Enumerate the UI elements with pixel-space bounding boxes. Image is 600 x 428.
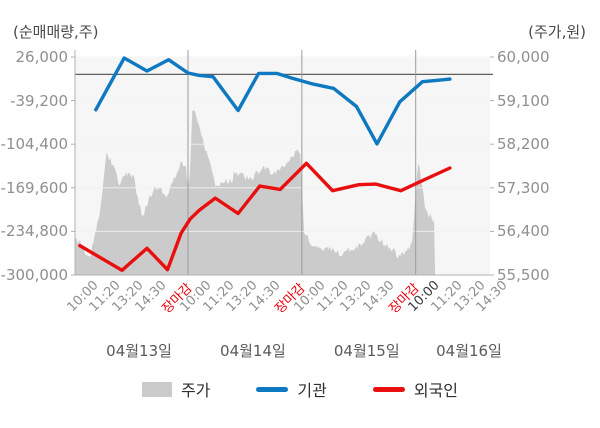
left-axis-tick-label: -104,400 xyxy=(0,135,68,154)
day-label: 04월16일 xyxy=(436,342,502,360)
day-label: 04월14일 xyxy=(220,342,286,360)
day-label: 04월13일 xyxy=(106,342,172,360)
right-axis-ticks: 60,000 59,100 58,200 57,300 56,400 55,500 xyxy=(497,0,597,300)
legend-label-foreigners: 외국인 xyxy=(413,381,459,400)
left-axis-tick-label: 26,000 xyxy=(15,48,69,66)
institutions-line-swatch xyxy=(256,386,289,392)
legend-item-foreigners: 외국인 xyxy=(372,377,459,401)
left-axis-tick-label: -39,200 xyxy=(10,91,68,110)
left-axis-title: (순매매량,주) xyxy=(13,23,99,41)
legend-item-institutions: 기관 xyxy=(256,377,327,401)
price-area-swatch xyxy=(141,381,172,397)
left-axis-ticks: 26,000 -39,200 -104,400 -169,600 -234,800 -30… xyxy=(0,0,68,300)
legend-label-institutions: 기관 xyxy=(297,381,327,400)
day-label: 04월15일 xyxy=(333,342,400,360)
foreigners-line-swatch xyxy=(372,386,405,392)
right-axis-title: (주가,원) xyxy=(528,23,586,41)
legend-item-price: 주가 xyxy=(141,377,211,401)
right-axis-tick-label: 55,500 xyxy=(497,266,550,284)
left-axis-tick-label: -300,000 xyxy=(0,266,68,284)
legend: 주가 기관 외국인 xyxy=(0,377,600,401)
legend-label-price: 주가 xyxy=(180,381,211,400)
right-axis-tick-label: 57,300 xyxy=(497,178,550,197)
left-axis-tick-label: -169,600 xyxy=(0,178,68,197)
right-axis-tick-label: 60,000 xyxy=(497,48,550,66)
right-axis-tick-label: 59,100 xyxy=(497,91,550,110)
right-axis-tick-label: 58,200 xyxy=(497,135,550,154)
right-axis-tick-label: 56,400 xyxy=(497,222,550,241)
left-axis-tick-label: -234,800 xyxy=(0,222,68,241)
